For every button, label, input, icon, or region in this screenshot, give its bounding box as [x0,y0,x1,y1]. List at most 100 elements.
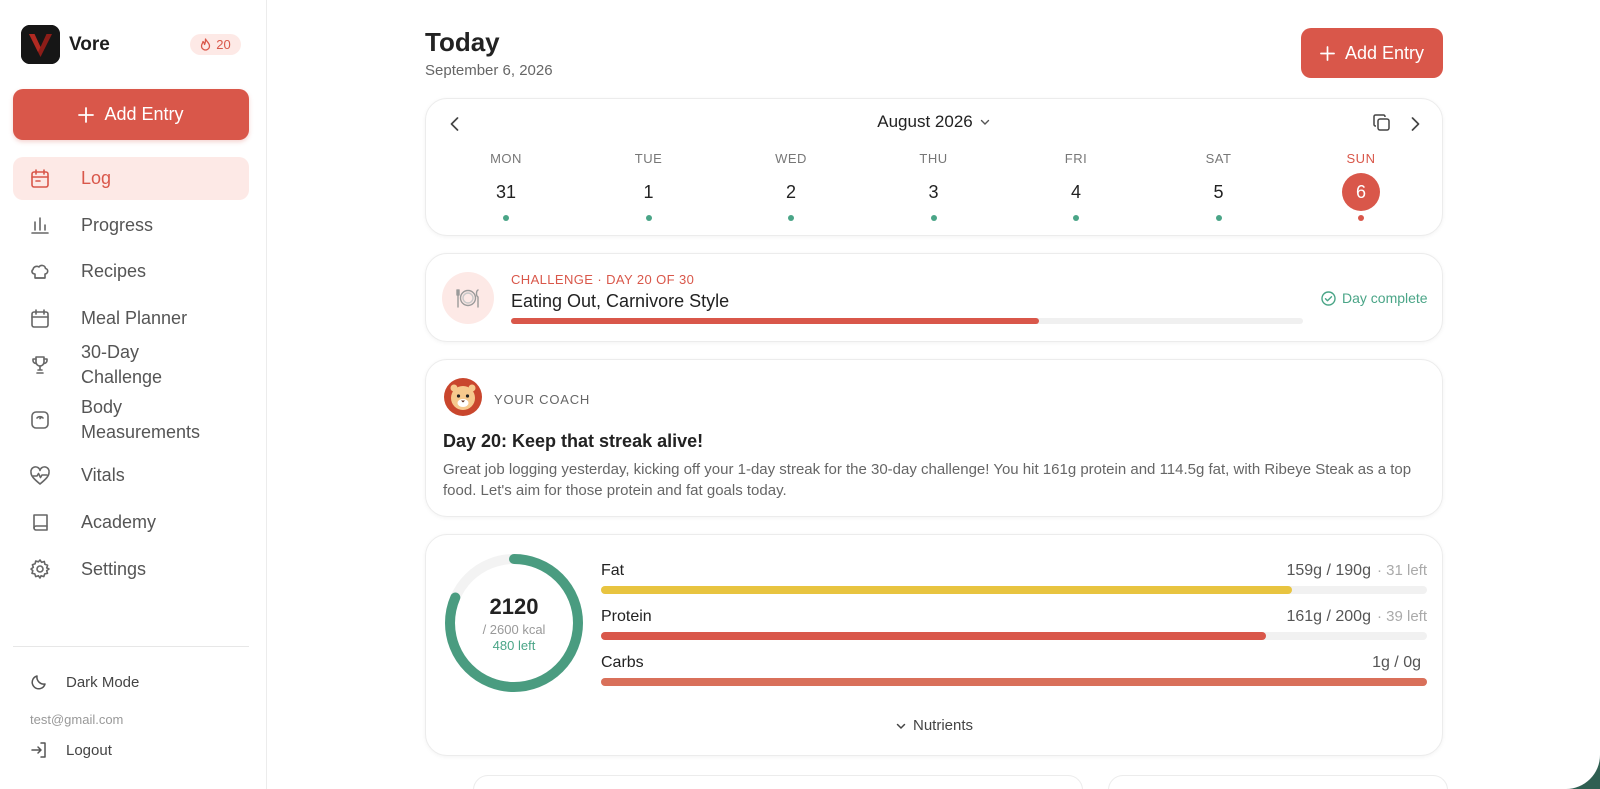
page-title: Today [425,27,500,57]
sidebar-item-label: Body Measurements [81,397,201,443]
macro-fat: Fat 159g / 190g · 31 left [601,562,1427,594]
dark-mode-toggle[interactable]: Dark Mode [30,673,139,691]
macro-progress-fill [601,586,1293,594]
day-cell[interactable]: SAT 5 [1189,151,1249,221]
sidebar-divider [13,646,249,647]
logged-dot [645,215,652,221]
day-cell[interactable]: WED 2 [761,151,821,221]
macro-name: Protein [601,608,652,625]
check-circle-icon [1321,290,1336,306]
sidebar-item-vitals[interactable]: Vitals [13,454,249,497]
sidebar-item-label: Log [81,168,112,188]
day-name: THU [919,151,948,166]
macro-name: Fat [601,562,625,579]
sidebar-item-progress[interactable]: Progress [13,204,249,247]
sidebar-item-30-day-challenge[interactable]: 30-Day Challenge [13,342,249,387]
sidebar-item-settings[interactable]: Settings [13,548,249,591]
plus-icon [1320,45,1335,61]
chevron-down-icon [980,119,989,125]
streak-badge: 20 [190,34,241,55]
nutrients-toggle[interactable]: Nutrients [426,717,1442,736]
logged-dot [1358,215,1364,221]
calorie-summary: 2120 / 2600 kcal 480 left [442,551,586,695]
nutrients-label: Nutrients [912,717,974,734]
macro-protein: Protein 161g / 200g · 39 left [601,608,1427,640]
sidebar-add-entry-button[interactable]: Add Entry [13,89,249,140]
sidebar-item-meal-planner[interactable]: Meal Planner [13,297,249,340]
book-icon [33,514,48,532]
trophy-icon [32,356,48,375]
logged-dot [788,215,794,221]
brand[interactable]: Vore [21,25,110,64]
day-name: SAT [1205,151,1232,166]
challenge-card[interactable]: CHALLENGE · DAY 20 OF 30 Eating Out, Car… [425,253,1443,342]
sidebar-item-label: Recipes [81,261,147,282]
day-cell[interactable]: MON 31 [476,151,536,221]
challenge-status-label: Day complete [1342,290,1428,306]
moon-icon [31,675,46,690]
logout-button[interactable]: Logout [30,741,112,759]
sidebar-item-academy[interactable]: Academy [13,501,249,544]
sidebar-item-label: Settings [81,558,147,579]
coach-card: YOUR COACH Day 20: Keep that streak aliv… [425,359,1443,517]
day-number: 1 [643,181,654,202]
copy-icon[interactable] [1372,113,1392,133]
plate-cutlery-icon [442,272,494,324]
heart-pulse-icon [30,465,50,485]
day-number: 6 [1342,173,1380,211]
chevron-right-icon[interactable] [1404,113,1426,135]
coach-message: Great job logging yesterday, kicking off… [443,461,1412,499]
macro-left: · 39 left [1376,608,1427,625]
day-cell[interactable]: FRI 4 [1046,151,1106,221]
calories-left: 480 left [492,637,536,653]
macro-progress-bar [601,586,1427,594]
add-entry-button[interactable]: Add Entry [1301,28,1443,78]
sidebar: Vore 20 Add Entry Log Progress Recipes [0,0,267,789]
sidebar-add-entry-label: Add Entry [104,104,184,124]
coach-title: Day 20: Keep that streak alive! [443,431,704,451]
page-date: September 6, 2026 [425,62,553,79]
calories-consumed: 2120 [489,593,539,619]
user-email: test@gmail.com [30,712,124,727]
next-card-right [1108,775,1448,789]
day-cell[interactable]: THU 3 [904,151,964,221]
flame-icon [201,38,211,51]
macro-left: · 31 left [1376,562,1427,579]
chef-hat-icon [31,264,49,279]
chevron-down-icon [896,723,906,729]
sidebar-nav: Log Progress Recipes Meal Planner 30-Day… [13,157,249,594]
plus-icon [78,106,95,123]
calories-goal: / 2600 kcal [482,621,546,637]
day-name: FRI [1064,151,1088,166]
sidebar-item-label: Progress [81,214,154,235]
challenge-progress-fill [511,318,1040,324]
sidebar-item-recipes[interactable]: Recipes [13,250,249,293]
streak-count: 20 [216,37,231,52]
logout-label: Logout [66,741,112,759]
calendar-icon [31,308,49,328]
day-cell[interactable]: TUE 1 [619,151,679,221]
day-cell-selected[interactable]: SUN 6 [1331,151,1391,221]
logged-dot [503,215,509,221]
add-entry-label: Add Entry [1344,42,1425,63]
day-name: MON [490,151,522,166]
dark-mode-label: Dark Mode [66,673,140,691]
challenge-title: Eating Out, Carnivore Style [511,291,730,311]
sidebar-item-label: 30-Day Challenge [81,342,163,388]
week-calendar: August 2026 MON 31 TUE 1 WED [425,98,1443,236]
next-card-left [473,775,1083,789]
macro-progress-fill [601,632,1266,640]
day-name: WED [775,151,807,166]
challenge-meta: CHALLENGE · DAY 20 OF 30 [511,272,695,287]
month-selector[interactable]: August 2026 [426,112,1442,132]
lion-avatar-icon [444,378,482,416]
day-name: SUN [1346,151,1376,166]
macro-value: 1g / 0g [1372,654,1421,671]
challenge-progress-bar [511,318,1303,324]
sidebar-item-body-measurements[interactable]: Body Measurements [13,390,249,450]
chevron-left-icon[interactable] [444,113,466,135]
sidebar-item-log[interactable]: Log [13,157,249,200]
sidebar-item-label: Academy [81,511,157,532]
sidebar-item-label: Vitals [81,465,125,486]
